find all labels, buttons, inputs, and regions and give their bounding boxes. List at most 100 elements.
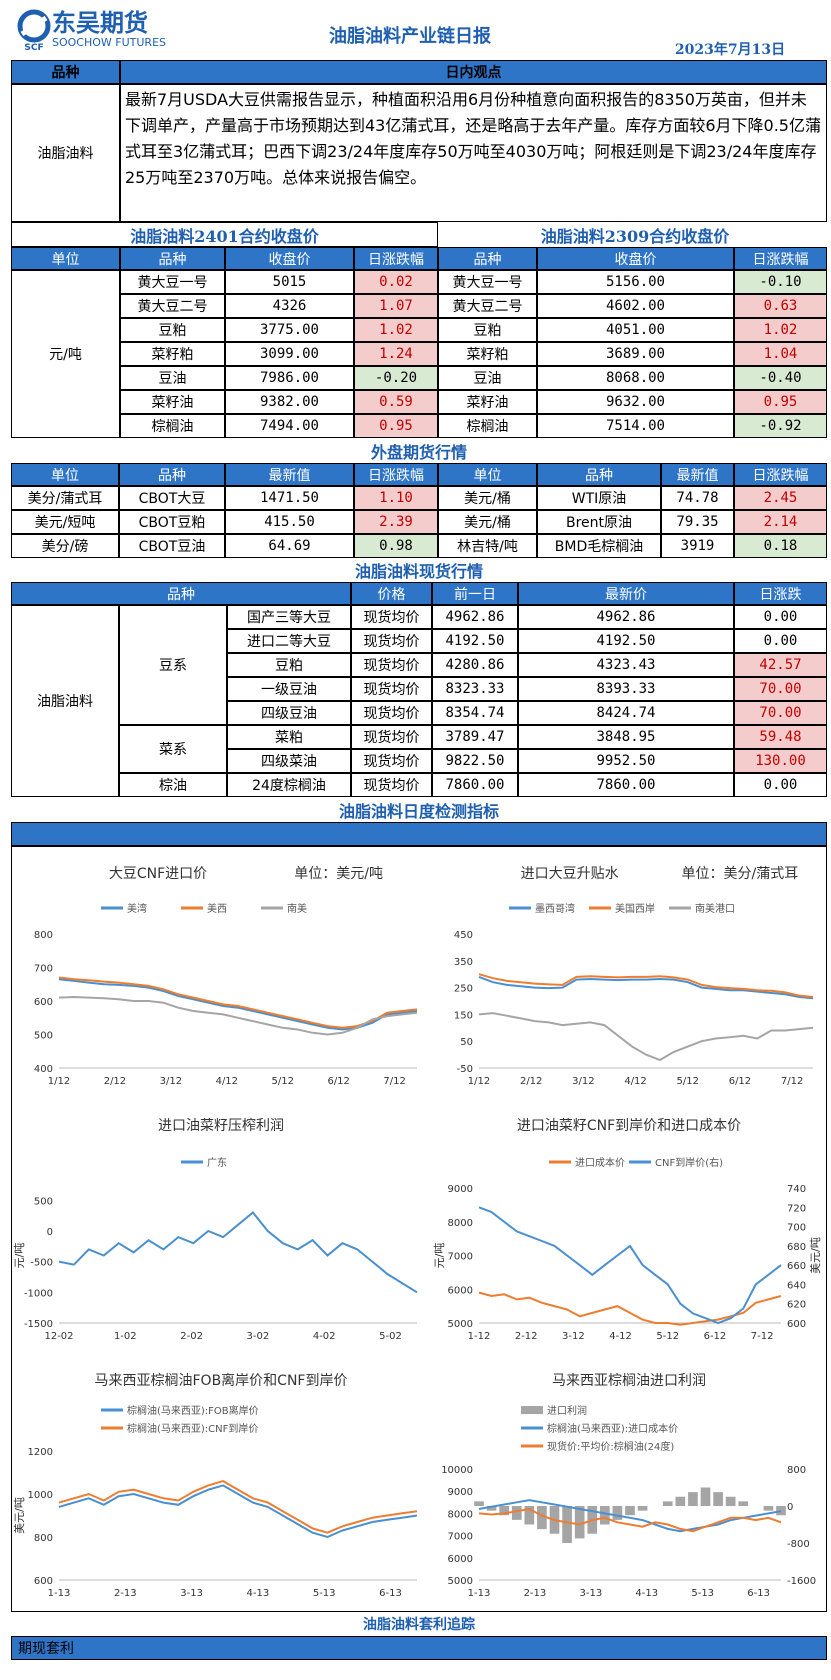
legend-swatch [521,1406,543,1414]
bar [574,1506,585,1539]
outer-cell: BMD毛棕榈油 [537,534,661,558]
series-line [478,1206,782,1325]
outer-cell: 0.18 [734,534,827,558]
spot-cell: 8393.33 [518,677,734,701]
x-tick-label: 7/12 [383,1076,405,1087]
close-price: 8068.00 [537,366,734,390]
bar [537,1506,547,1530]
x-tick-label: 5-12 [656,1331,679,1342]
outer-cell: 美分/磅 [11,534,119,558]
series-line [478,1012,814,1062]
spot-cell: 四级豆油 [227,701,351,725]
daily-change: 0.95 [354,414,438,438]
product-name: 黄大豆二号 [120,294,225,318]
outer-cell: 美元/桶 [438,486,537,510]
bar [562,1506,572,1543]
bar [688,1492,698,1506]
bar [600,1506,610,1525]
product-name: 黄大豆一号 [120,270,225,294]
daily-change: -0.20 [354,366,438,390]
x-tick-label: 4-02 [313,1331,336,1342]
y-tick-label: -1000 [24,1288,53,1299]
x-tick-label: 2/12 [520,1076,542,1087]
y-tick-label: 450 [454,930,473,941]
x-tick-label: 2-02 [180,1331,203,1342]
y2-tick-label: -1600 [787,1576,816,1587]
table-header: 日涨跌幅 [354,463,438,486]
table-header: 日涨跌幅 [734,247,827,270]
spot-cell: 豆粕 [227,653,351,677]
y-tick-label: 6000 [448,1285,473,1296]
spot-cell: 进口二等大豆 [227,629,351,653]
table-header: 最新值 [225,463,354,486]
y2-tick-label: 680 [787,1242,806,1253]
legend-label: CNF到岸价(右) [655,1156,723,1169]
close-price: 3099.00 [225,342,354,366]
bar [713,1492,723,1506]
spot-cell: 4962.86 [518,605,734,629]
series-line [478,1507,782,1533]
outer-cell: 2.14 [734,510,827,534]
spot-cell: 8424.74 [518,701,734,725]
table-header: 日涨跌幅 [354,247,438,270]
series-line [478,975,814,1000]
product-name: 菜籽粕 [438,342,537,366]
outer-cell: 林吉特/吨 [438,534,537,558]
spot-cell: 现货均价 [351,629,432,653]
bar [725,1496,736,1506]
table-header: 单位 [438,463,537,486]
chart-title: 马来西亚棕榈油FOB离岸价和CNF到岸价 [95,1372,348,1389]
table-header: 最新值 [661,463,734,486]
product-name: 豆粕 [438,318,537,342]
series-line [58,1480,418,1534]
bar [511,1506,522,1520]
bar [738,1501,749,1506]
spot-cell: 130.00 [734,749,827,773]
outer-cell: 美元/桶 [438,510,537,534]
x-tick-label: 3-13 [580,1588,603,1599]
outer-cell: WTI原油 [537,486,661,510]
y-axis-label: 元/吨 [13,1243,26,1269]
view-text: 最新7月USDA大豆供需报告显示，种植面积沿用6月份种植意向面积报告的8350万… [120,84,827,222]
y-tick-label: 600 [34,997,53,1008]
y-tick-label: 800 [34,930,53,941]
y2-tick-label: 720 [787,1203,806,1214]
x-tick-label: 4-13 [247,1588,270,1599]
y-tick-label: 1200 [28,1447,53,1458]
series-line [478,1499,782,1533]
spot-cell: 一级豆油 [227,677,351,701]
bar [524,1506,535,1525]
outer-cell: 1.10 [354,486,438,510]
x-tick-label: 4-12 [609,1331,632,1342]
table-header: 前一日 [432,582,518,605]
y2-tick-label: 620 [787,1300,806,1311]
arbitrage-title: 油脂油料套利追踪 [363,1617,475,1633]
futures-title-left: 油脂油料2401合约收盘价 [130,226,319,246]
product-name: 黄大豆二号 [438,294,537,318]
spot-cell: 0.00 [734,605,827,629]
spot-cell: 0.00 [734,773,827,797]
logo-mark: SCF [24,43,44,53]
legend-label: 美湾 [127,902,147,915]
daily-change: -0.40 [734,366,827,390]
spot-cell: 现货均价 [351,749,432,773]
x-tick-label: 1-13 [468,1588,491,1599]
close-price: 4326 [225,294,354,318]
spot-cell: 7860.00 [432,773,518,797]
x-tick-label: 6/12 [729,1076,751,1087]
x-tick-label: 5/12 [272,1076,294,1087]
outer-cell: CBOT大豆 [119,486,225,510]
table-header: 单位 [11,463,119,486]
report-title: 油脂油料产业链日报 [329,26,491,47]
y2-tick-label: 640 [787,1280,806,1291]
daily-change: 0.63 [734,294,827,318]
y-tick-label: 10000 [441,1465,473,1476]
chart-title: 马来西亚棕榈油进口利润 [552,1373,706,1389]
product-name: 菜籽粕 [120,342,225,366]
outer-cell: 79.35 [661,510,734,534]
close-price: 5156.00 [537,270,734,294]
table-header: 价格 [351,582,432,605]
legend-label: 广东 [207,1156,227,1169]
table-header: 收盘价 [225,247,354,270]
